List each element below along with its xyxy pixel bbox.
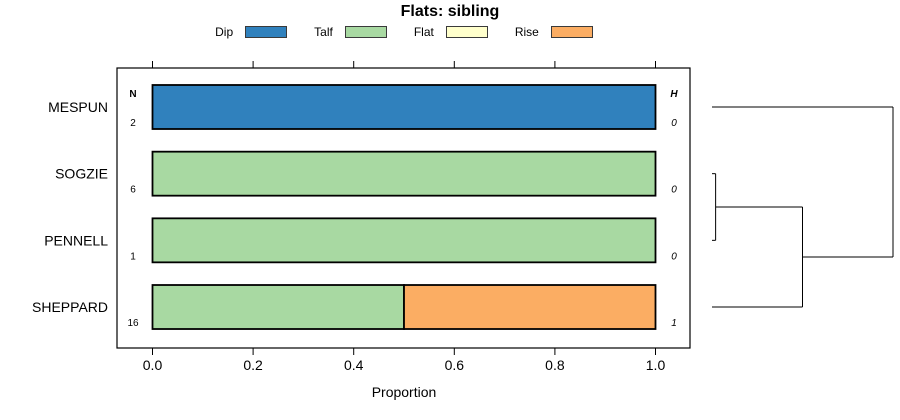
bar-segment-talf: [151, 284, 405, 330]
category-label: PENNELL: [44, 232, 108, 248]
legend-swatch: [550, 26, 593, 38]
x-axis-label: Proportion: [371, 384, 437, 400]
n-value: 16: [127, 318, 139, 329]
legend-label: Rise: [514, 25, 539, 39]
legend-item-rise: Rise: [515, 25, 593, 39]
plot-border: [116, 67, 691, 349]
n-value: 1: [130, 251, 136, 262]
legend: Dip Talf Flat Rise: [117, 25, 691, 39]
legend-label: Dip: [215, 25, 234, 39]
chart-title: Flats: sibling: [400, 3, 500, 20]
x-tick-label: 0.8: [545, 357, 565, 373]
h-column-header: H: [670, 89, 678, 100]
n-column-header: N: [129, 89, 136, 100]
legend-item-talf: Talf: [314, 25, 387, 39]
legend-item-flat: Flat: [414, 25, 488, 39]
legend-label: Talf: [314, 25, 333, 39]
x-tick-label: 0.4: [344, 357, 364, 373]
legend-swatch: [344, 26, 387, 38]
bar-segment-talf: [151, 150, 657, 197]
h-value: 1: [671, 318, 677, 329]
legend-swatch: [445, 26, 488, 38]
n-value: 6: [130, 185, 136, 196]
category-label: MESPUN: [48, 99, 108, 115]
x-tick-label: 0.6: [445, 357, 465, 373]
x-tick-label: 0.2: [243, 357, 263, 373]
h-value: 0: [671, 118, 677, 129]
h-value: 0: [671, 251, 677, 262]
x-tick-label: 0.0: [143, 357, 163, 373]
h-value: 0: [671, 185, 677, 196]
bar-segment-talf: [151, 217, 657, 264]
bar-segment-rise: [403, 284, 657, 330]
x-tick-label: 1.0: [646, 357, 666, 373]
legend-swatch: [245, 26, 288, 38]
legend-item-dip: Dip: [215, 25, 288, 39]
legend-label: Flat: [413, 25, 434, 39]
bar-segment-dip: [151, 84, 657, 130]
n-value: 2: [130, 118, 136, 129]
category-label: SHEPPARD: [32, 299, 108, 315]
category-label: SOGZIE: [55, 166, 108, 182]
